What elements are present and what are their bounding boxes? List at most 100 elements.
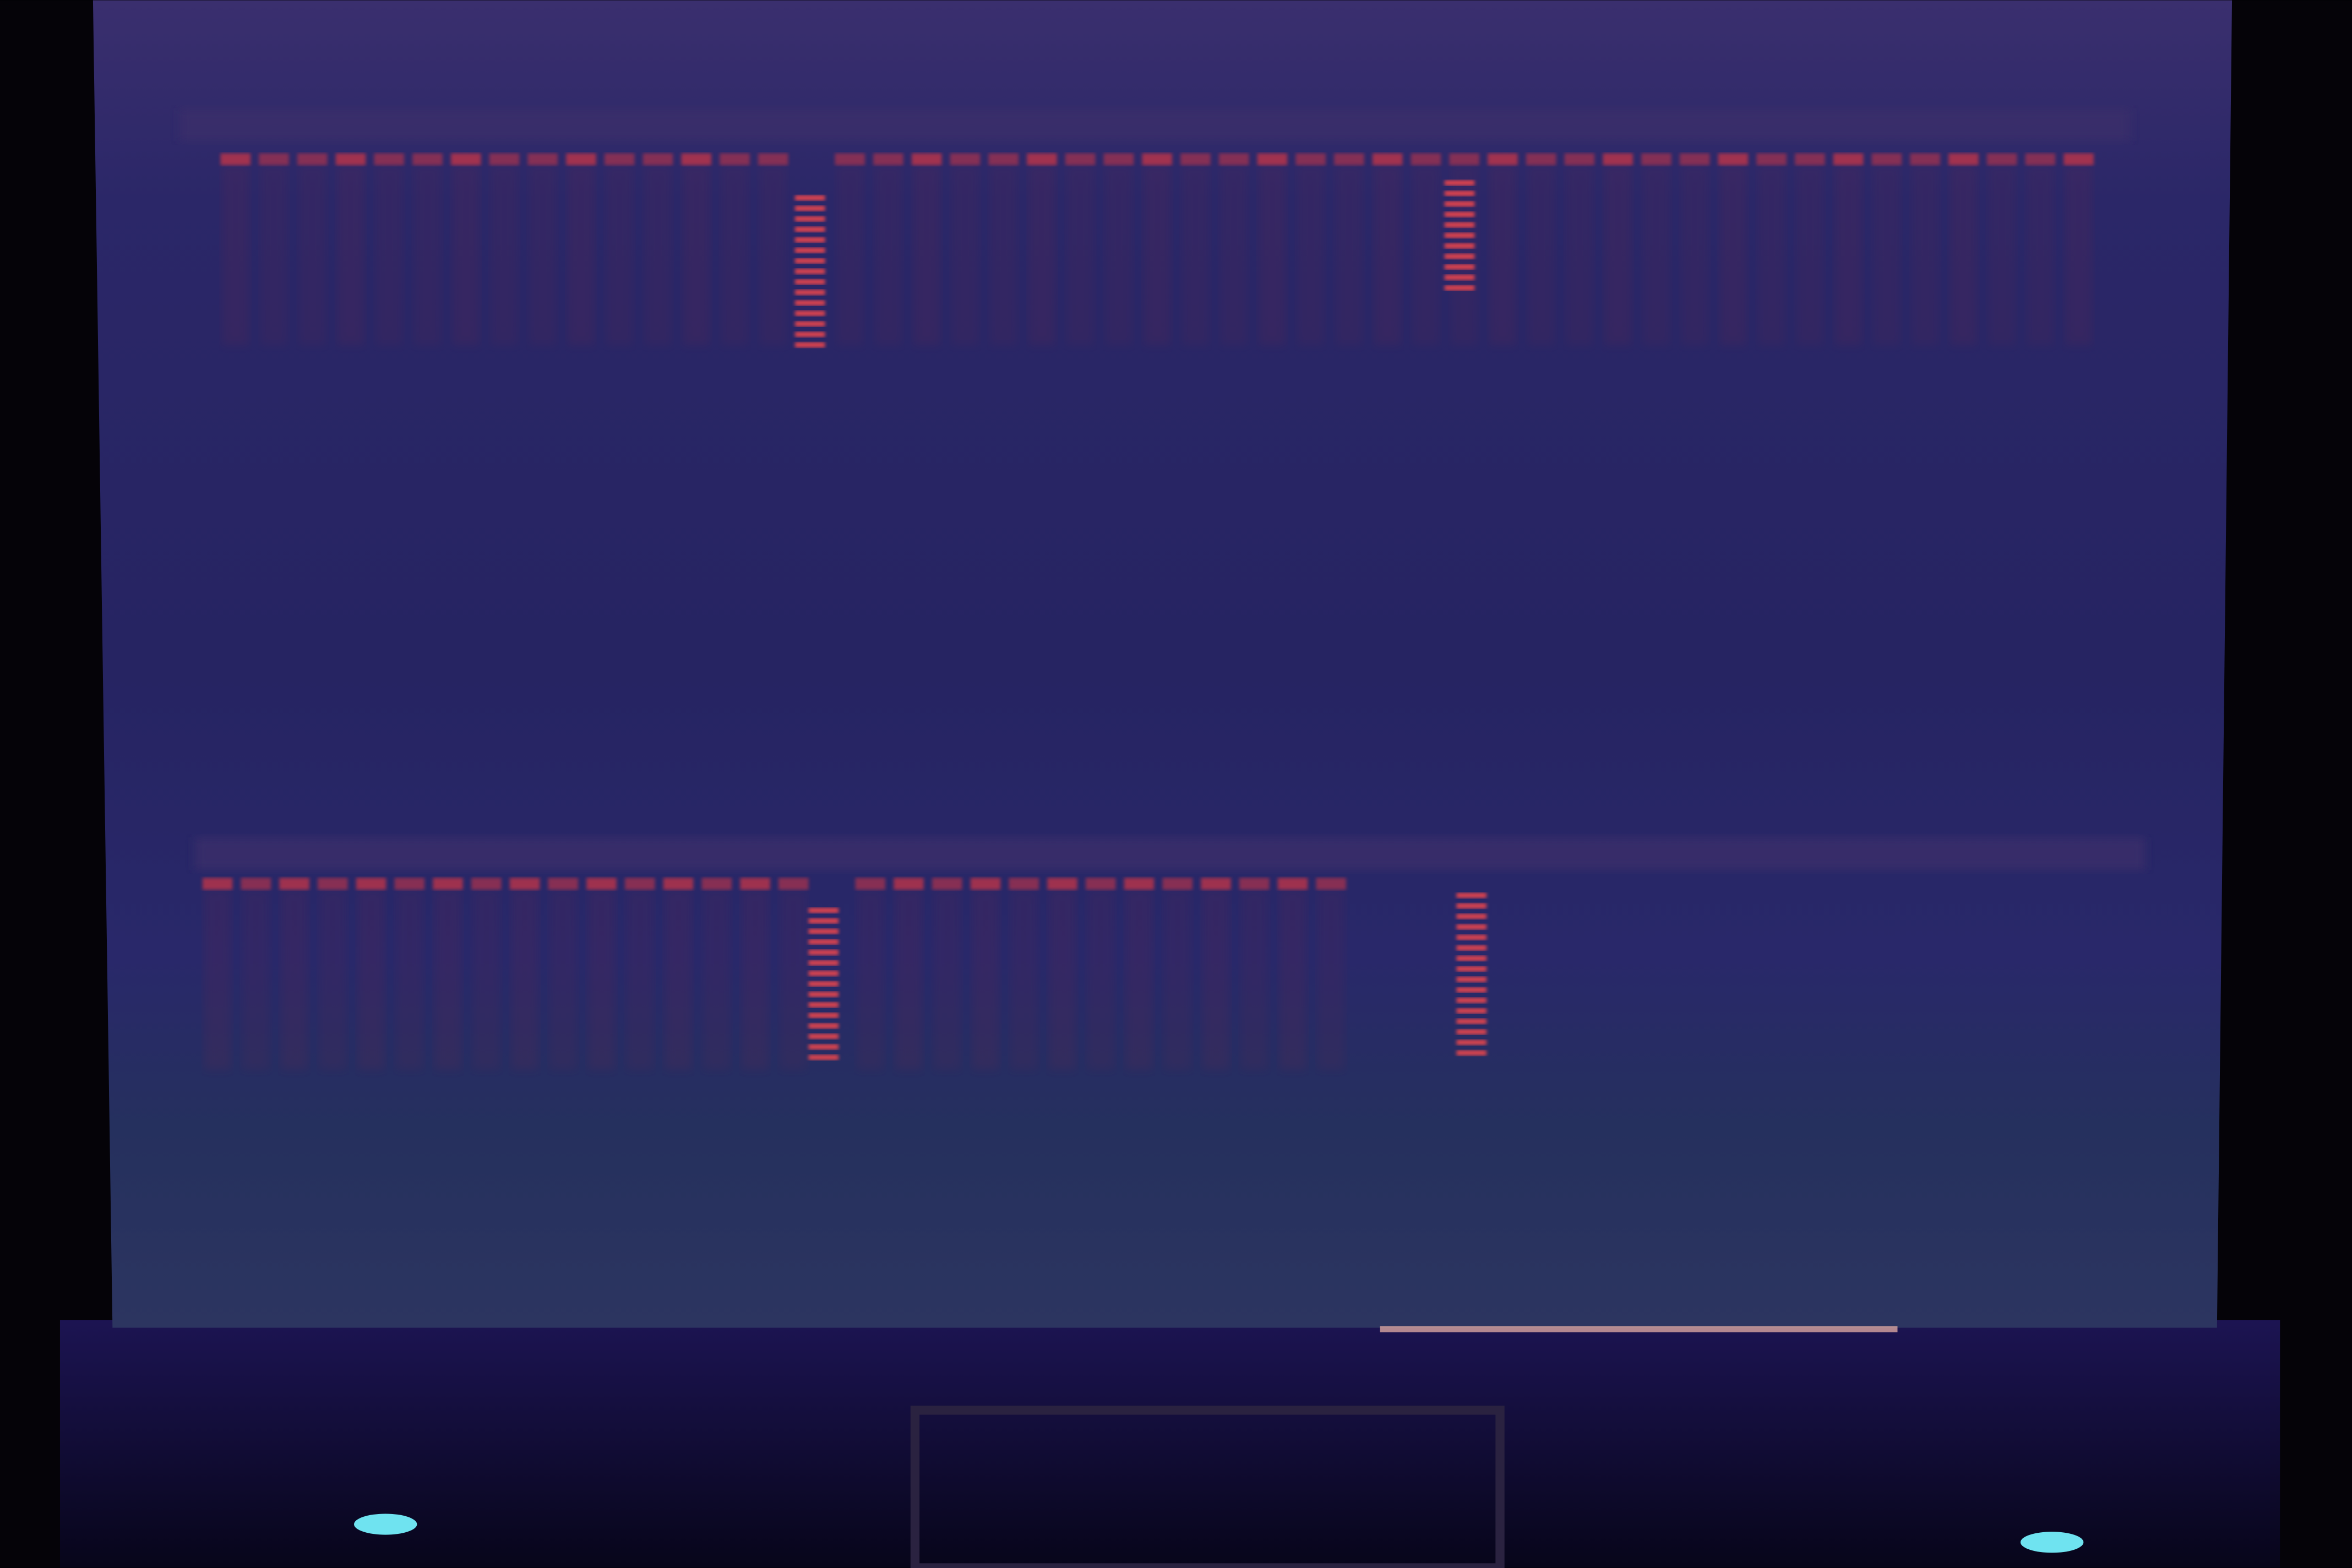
band xyxy=(318,878,348,890)
ladder-band xyxy=(1456,998,1487,1003)
ladder-band xyxy=(1444,211,1475,217)
band xyxy=(1411,153,1441,166)
ladder-band xyxy=(1456,913,1487,919)
lane-smear xyxy=(1604,165,1632,346)
band xyxy=(1641,153,1672,166)
lane-smear xyxy=(1335,165,1363,346)
ladder-band xyxy=(1456,977,1487,982)
lane-smear xyxy=(375,165,403,346)
lane-smear xyxy=(1087,890,1114,1070)
ladder-band xyxy=(808,939,839,945)
lane-smear xyxy=(549,890,577,1070)
band xyxy=(374,153,404,166)
ladder-band xyxy=(1456,945,1487,951)
ladder-band xyxy=(794,258,825,264)
band xyxy=(202,878,233,890)
lane-smear xyxy=(1489,165,1516,346)
band xyxy=(1372,153,1403,166)
band xyxy=(1218,153,1249,166)
lane-smear xyxy=(1527,165,1555,346)
ladder-band xyxy=(1444,253,1475,259)
lane-smear xyxy=(1758,165,1785,346)
lane-smear xyxy=(1048,890,1076,1070)
ladder-band xyxy=(808,950,839,955)
lane-smear xyxy=(1105,165,1133,346)
band xyxy=(259,153,289,166)
lane-smear xyxy=(780,890,807,1070)
lane-smear xyxy=(298,165,326,346)
band xyxy=(1910,153,1940,166)
band xyxy=(356,878,386,890)
band xyxy=(1679,153,1710,166)
band xyxy=(1085,878,1116,890)
indicator-light xyxy=(353,1513,417,1535)
lane-smear xyxy=(1873,165,1901,346)
ladder-band xyxy=(1444,243,1475,249)
lane-smear xyxy=(1796,165,1823,346)
band xyxy=(720,153,750,166)
ladder-band xyxy=(808,1054,839,1060)
ladder-band xyxy=(794,300,825,306)
band xyxy=(1142,153,1172,166)
band xyxy=(1449,153,1479,166)
lane-smear xyxy=(1317,890,1345,1070)
lane-smear xyxy=(337,165,364,346)
lane-smear xyxy=(1182,165,1209,346)
band xyxy=(681,153,711,166)
band xyxy=(625,878,655,890)
band xyxy=(220,153,251,166)
ladder-band xyxy=(1456,1008,1487,1014)
ladder-band xyxy=(1456,903,1487,909)
band xyxy=(548,878,579,890)
lane-smear xyxy=(1240,890,1268,1070)
ladder-band xyxy=(1444,180,1475,186)
lane-smear xyxy=(452,165,480,346)
ladder-band xyxy=(794,290,825,295)
lane-smear xyxy=(1642,165,1670,346)
well-row-top xyxy=(179,108,2130,141)
ladder-band xyxy=(808,1023,839,1029)
lane-smear xyxy=(396,890,423,1070)
band xyxy=(279,878,309,890)
band xyxy=(1795,153,1825,166)
lane-smear xyxy=(1028,165,1055,346)
lane-smear xyxy=(1125,890,1153,1070)
well-row-bottom xyxy=(195,837,2146,870)
lane-smear xyxy=(606,165,633,346)
lane-smear xyxy=(1719,165,1747,346)
tray xyxy=(59,1320,2280,1568)
lane-smear xyxy=(491,165,518,346)
lane-smear xyxy=(836,165,864,346)
lane-smear xyxy=(857,890,884,1070)
lane-smear xyxy=(242,890,270,1070)
indicator-light xyxy=(2020,1532,2084,1553)
lane-smear xyxy=(1144,165,1171,346)
band xyxy=(471,878,502,890)
lane-smear xyxy=(1912,165,1939,346)
ladder-band xyxy=(808,907,839,913)
ladder-band xyxy=(808,1033,839,1039)
ladder-band xyxy=(808,971,839,976)
band xyxy=(855,878,885,890)
lane-smear xyxy=(472,890,500,1070)
lane-smear xyxy=(1950,165,1977,346)
band xyxy=(701,878,732,890)
ladder-band xyxy=(1444,232,1475,238)
lane-smear xyxy=(951,165,979,346)
lane-smear xyxy=(895,890,923,1070)
band xyxy=(450,153,481,166)
ladder-band xyxy=(1456,1019,1487,1024)
lane-smear xyxy=(721,165,748,346)
band xyxy=(1047,878,1077,890)
ladder-band xyxy=(808,1002,839,1008)
lane-smear xyxy=(434,890,462,1070)
lane-smear xyxy=(2065,165,2093,346)
lane-smear xyxy=(703,890,731,1070)
lane-smear xyxy=(1681,165,1708,346)
lane-smear xyxy=(1279,890,1306,1070)
lane-smear xyxy=(588,890,616,1070)
band xyxy=(1718,153,1749,166)
band xyxy=(1103,153,1134,166)
lane-smear xyxy=(759,165,787,346)
